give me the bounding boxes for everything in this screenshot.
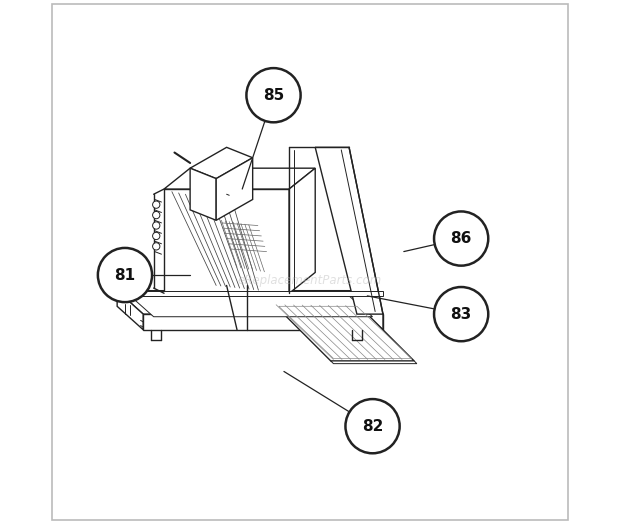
- Text: 85: 85: [263, 88, 284, 103]
- Circle shape: [98, 248, 152, 302]
- Circle shape: [434, 212, 489, 266]
- Polygon shape: [164, 168, 315, 189]
- Circle shape: [153, 232, 160, 239]
- Polygon shape: [273, 304, 414, 361]
- Circle shape: [153, 243, 160, 250]
- Polygon shape: [331, 361, 417, 364]
- Circle shape: [153, 212, 160, 219]
- Polygon shape: [357, 291, 383, 330]
- Polygon shape: [190, 168, 216, 220]
- Text: 82: 82: [362, 419, 383, 434]
- Polygon shape: [143, 314, 383, 330]
- Polygon shape: [117, 291, 383, 296]
- Circle shape: [153, 222, 160, 229]
- Text: 83: 83: [451, 307, 472, 322]
- Circle shape: [246, 68, 301, 122]
- Polygon shape: [117, 291, 383, 314]
- Polygon shape: [289, 168, 315, 293]
- Polygon shape: [315, 147, 383, 314]
- Polygon shape: [117, 291, 143, 330]
- Polygon shape: [164, 189, 289, 293]
- Polygon shape: [130, 296, 373, 316]
- Polygon shape: [216, 158, 253, 220]
- Text: 81: 81: [115, 268, 136, 282]
- Text: 86: 86: [451, 231, 472, 246]
- Circle shape: [345, 399, 400, 453]
- Polygon shape: [190, 147, 253, 179]
- Text: eReplacementParts.com: eReplacementParts.com: [238, 274, 382, 287]
- Circle shape: [153, 201, 160, 209]
- Circle shape: [434, 287, 489, 341]
